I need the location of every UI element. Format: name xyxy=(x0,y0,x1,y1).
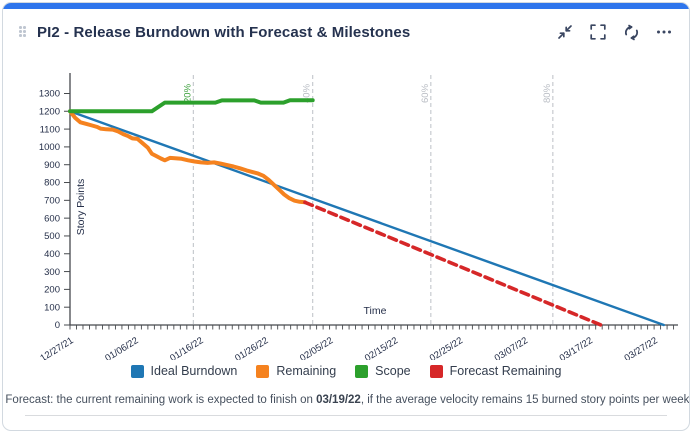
fullscreen-icon[interactable] xyxy=(589,23,607,41)
x-tick-label: 01/26/22 xyxy=(233,335,270,360)
widget-title: PI2 - Release Burndown with Forecast & M… xyxy=(37,23,411,41)
card-accent-bar xyxy=(3,3,689,9)
footer-divider xyxy=(25,415,667,416)
milestone-label: 40% xyxy=(302,83,313,103)
legend-swatch xyxy=(429,364,443,378)
milestone-label: 20% xyxy=(182,83,193,103)
y-tick-label: 1100 xyxy=(40,124,60,135)
y-tick-label: 1200 xyxy=(39,106,60,117)
x-tick-label: 03/27/22 xyxy=(622,335,659,360)
legend-swatch xyxy=(355,364,369,378)
y-tick-label: 600 xyxy=(44,213,60,224)
y-tick-label: 300 xyxy=(44,267,60,278)
series-line-remaining xyxy=(68,109,307,205)
y-tick-label: 700 xyxy=(44,196,60,207)
x-axis-title: Time xyxy=(364,305,387,317)
legend-swatch xyxy=(130,364,144,378)
more-icon[interactable] xyxy=(655,23,673,41)
forecast-date: 03/19/22 xyxy=(316,394,361,406)
y-tick-label: 100 xyxy=(44,302,60,313)
legend-label: Remaining xyxy=(276,364,337,378)
series-line-scope xyxy=(68,98,315,114)
legend-swatch xyxy=(256,364,270,378)
y-tick-label: 900 xyxy=(44,160,60,171)
y-tick-label: 400 xyxy=(44,249,60,260)
x-tick-label: 02/15/22 xyxy=(363,335,400,360)
refresh-icon[interactable] xyxy=(622,23,640,41)
x-tick-label: 02/25/22 xyxy=(428,335,465,360)
y-tick-label: 200 xyxy=(44,285,60,296)
milestone-label: 80% xyxy=(542,83,553,103)
legend-label: Ideal Burndown xyxy=(150,364,238,378)
legend-item-scope[interactable]: Scope xyxy=(355,364,411,378)
drag-handle-icon[interactable] xyxy=(19,26,27,38)
widget-toolbar xyxy=(556,23,673,41)
series-line-ideal-burndown xyxy=(68,110,665,327)
x-tick-label: 12/27/21 xyxy=(38,335,75,360)
forecast-text-after: , if the average velocity remains 15 bur… xyxy=(360,394,690,406)
x-tick-label: 02/05/22 xyxy=(298,335,335,360)
y-tick-label: 1000 xyxy=(39,142,60,153)
y-axis-title: Story Points xyxy=(75,179,87,236)
legend-label: Forecast Remaining xyxy=(449,364,562,378)
series-line-forecast-remaining xyxy=(303,200,603,327)
burndown-widget-card: PI2 - Release Burndown with Forecast & M… xyxy=(2,2,690,431)
legend-item-ideal-burndown[interactable]: Ideal Burndown xyxy=(130,364,238,378)
legend-label: Scope xyxy=(375,364,411,378)
y-tick-label: 0 xyxy=(55,320,60,331)
collapse-icon[interactable] xyxy=(556,23,574,41)
forecast-text-before: Forecast: the current remaining work is … xyxy=(5,394,313,406)
legend-item-remaining[interactable]: Remaining xyxy=(256,364,336,378)
y-tick-label: 1300 xyxy=(39,89,60,100)
forecast-note: Forecast: the current remaining work is … xyxy=(3,390,689,410)
y-tick-label: 800 xyxy=(44,178,60,189)
milestone-label: 60% xyxy=(420,83,431,103)
burndown-chart[interactable]: 20% 40% 60% 80% 0 100 200 300 400 500 600 700 800 900… xyxy=(3,65,689,364)
y-tick-label: 500 xyxy=(44,231,60,242)
x-tick-label: 03/07/22 xyxy=(493,335,530,360)
x-tick-label: 01/16/22 xyxy=(168,335,205,360)
x-tick-label: 01/06/22 xyxy=(103,335,140,360)
x-tick-label: 03/17/22 xyxy=(558,335,595,360)
legend-item-forecast-remaining[interactable]: Forecast Remaining xyxy=(429,364,562,378)
widget-header: PI2 - Release Burndown with Forecast & M… xyxy=(3,9,689,55)
chart-legend: Ideal Burndown Remaining Scope Forecast Rem… xyxy=(3,360,689,382)
